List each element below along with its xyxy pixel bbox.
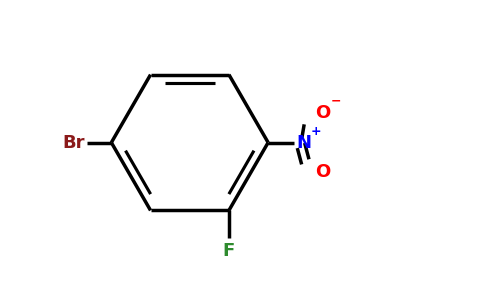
Text: O: O <box>316 104 331 122</box>
Text: O: O <box>316 163 331 181</box>
Text: −: − <box>330 94 341 107</box>
Text: +: + <box>311 125 322 138</box>
Text: N: N <box>296 134 311 152</box>
Text: F: F <box>223 242 235 260</box>
Text: Br: Br <box>63 134 85 152</box>
